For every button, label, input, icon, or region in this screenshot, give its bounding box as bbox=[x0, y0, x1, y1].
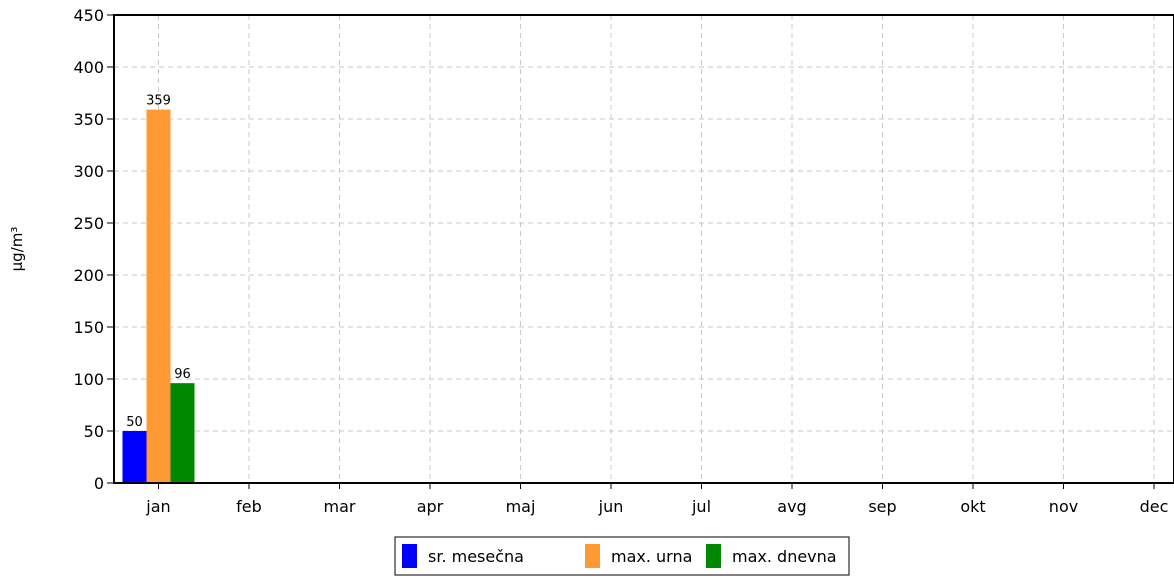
y-tick-label: 200 bbox=[73, 266, 104, 285]
x-tick-label: avg bbox=[777, 497, 806, 516]
x-tick-label: okt bbox=[960, 497, 985, 516]
data-label: 359 bbox=[146, 94, 171, 109]
bar-max-urna-jan bbox=[146, 109, 171, 483]
plot-frame bbox=[113, 14, 1174, 484]
x-tick-label: jun bbox=[598, 497, 624, 516]
y-tick-label: 100 bbox=[73, 370, 104, 389]
bar-sr-mese-na-jan bbox=[122, 431, 147, 483]
y-tick-label: 400 bbox=[73, 58, 104, 77]
legend-swatch bbox=[585, 544, 600, 568]
data-label: 50 bbox=[126, 415, 143, 430]
y-tick-label: 450 bbox=[73, 6, 104, 25]
x-tick-label: dec bbox=[1140, 497, 1169, 516]
x-tick-label: nov bbox=[1049, 497, 1078, 516]
axes bbox=[107, 14, 1174, 489]
x-tick-label: maj bbox=[506, 497, 536, 516]
bars bbox=[122, 109, 195, 483]
legend-swatch bbox=[402, 544, 417, 568]
legend: sr. mesečna max. urna max. dnevna bbox=[394, 536, 850, 576]
legend-swatch bbox=[706, 544, 721, 568]
legend-label: max. dnevna bbox=[732, 547, 837, 566]
y-tick-label: 0 bbox=[94, 474, 104, 493]
y-tick-label: 350 bbox=[73, 110, 104, 129]
x-tick-label: feb bbox=[236, 497, 262, 516]
labels: 0 50 100 150 200 250 300 350 400 450 jan feb mar apr m… bbox=[8, 6, 1168, 516]
grid-lines bbox=[114, 15, 1174, 483]
y-tick-label: 250 bbox=[73, 214, 104, 233]
x-tick-label: sep bbox=[868, 497, 896, 516]
y-tick-label: 50 bbox=[84, 422, 104, 441]
y-tick-label: 300 bbox=[73, 162, 104, 181]
y-tick-label: 150 bbox=[73, 318, 104, 337]
x-tick-label: apr bbox=[417, 497, 444, 516]
legend-box bbox=[394, 536, 850, 576]
bar-max-dnevna-jan bbox=[170, 383, 195, 483]
legend-label: max. urna bbox=[611, 547, 692, 566]
legend-label: sr. mesečna bbox=[428, 547, 524, 566]
data-label: 96 bbox=[174, 367, 191, 382]
y-axis-title: µg/m³ bbox=[8, 227, 26, 272]
x-tick-label: mar bbox=[324, 497, 356, 516]
x-tick-label: jul bbox=[691, 497, 711, 516]
x-tick-label: jan bbox=[145, 497, 170, 516]
